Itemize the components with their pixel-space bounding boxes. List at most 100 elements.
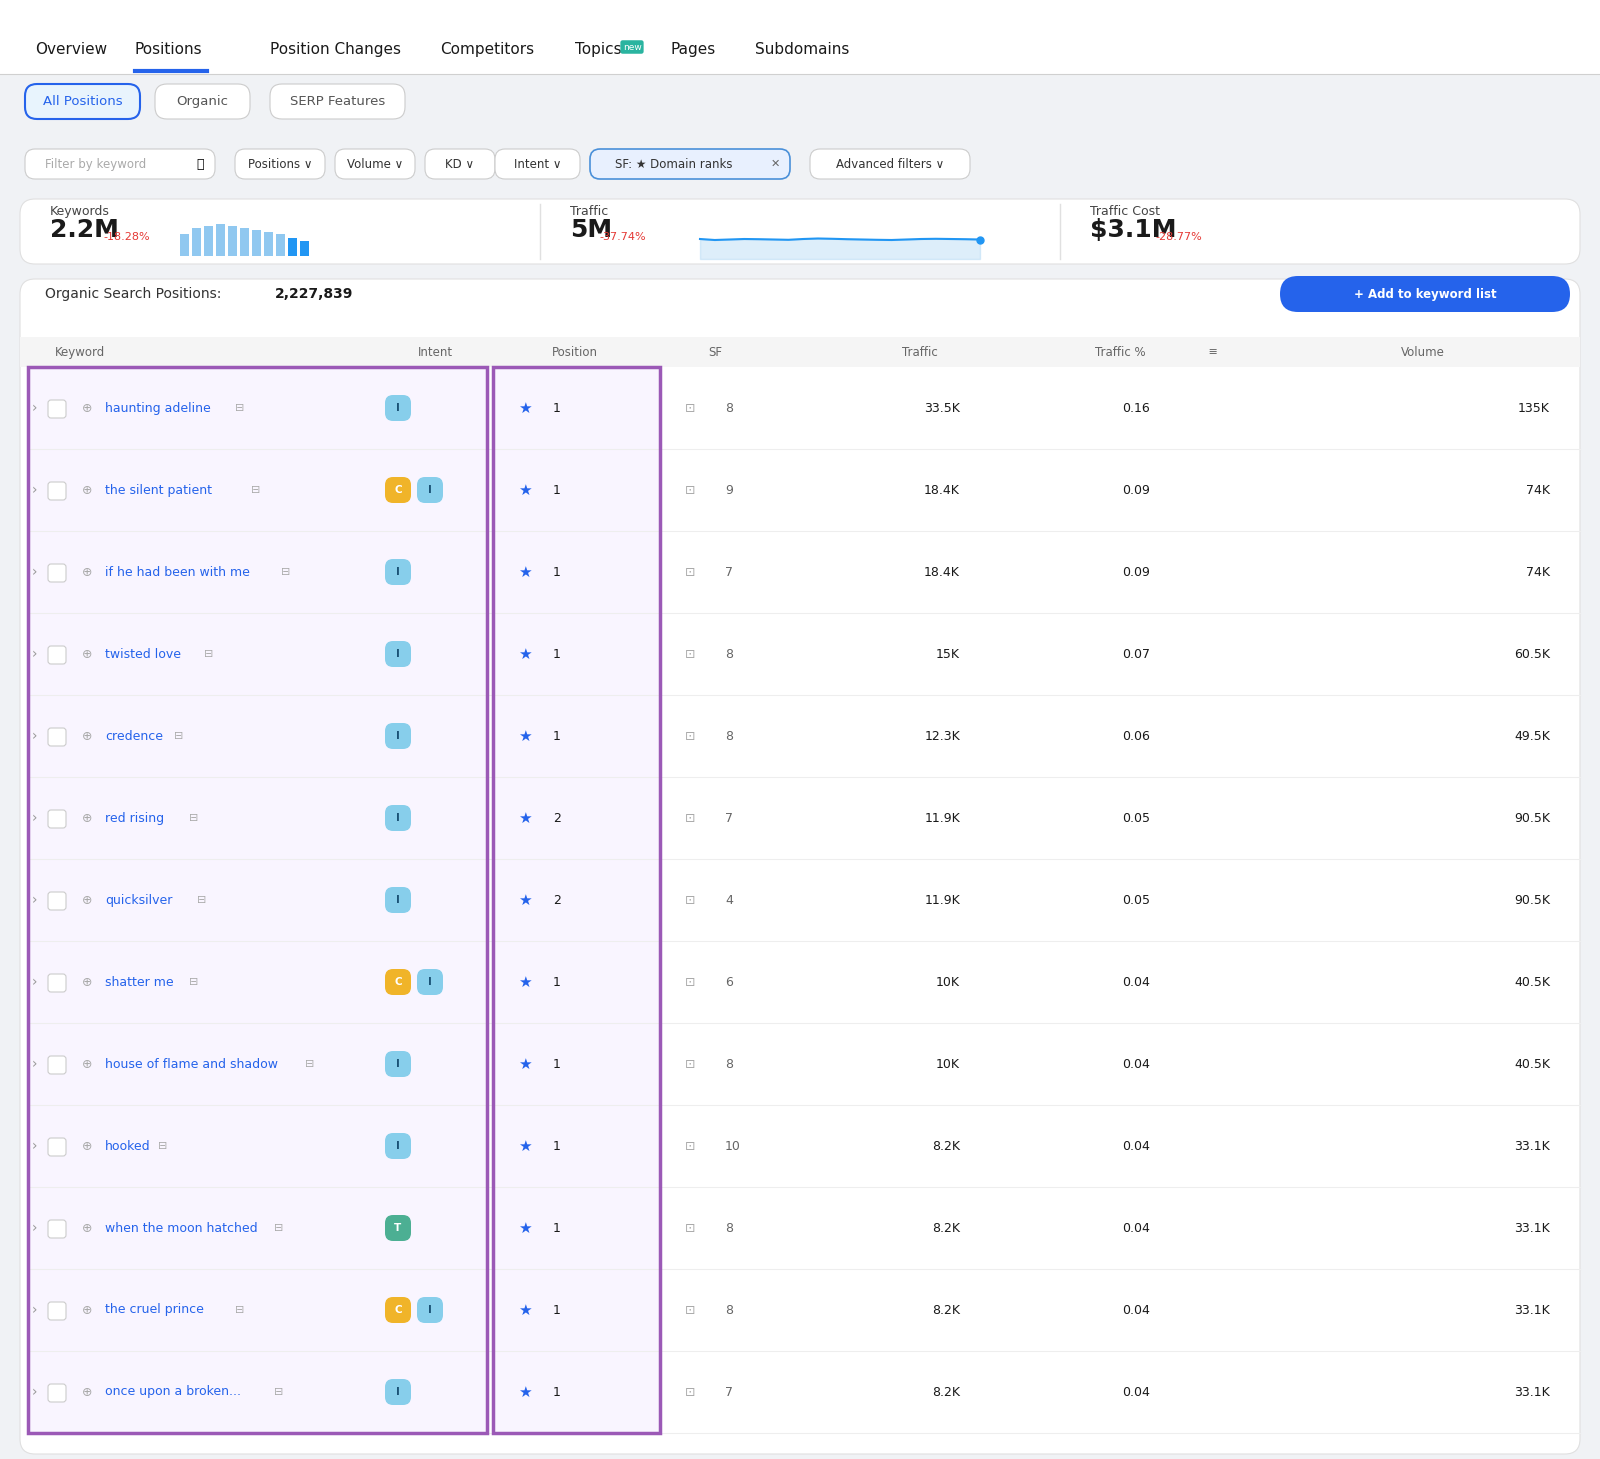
FancyBboxPatch shape [48,1301,66,1320]
Text: Organic Search Positions:: Organic Search Positions: [45,287,226,301]
Text: ⊟: ⊟ [158,1141,168,1151]
Text: ★: ★ [518,1385,531,1399]
Text: 1: 1 [554,1058,562,1071]
Text: 7: 7 [725,811,733,824]
Text: 0.05: 0.05 [1122,811,1150,824]
Text: ⊕: ⊕ [82,730,93,743]
Text: Competitors: Competitors [440,41,534,57]
Text: ⊟: ⊟ [274,1388,283,1398]
Text: 1: 1 [554,483,562,496]
Text: I: I [397,568,400,576]
Text: -37.74%: -37.74% [598,232,646,242]
Text: 8: 8 [725,401,733,414]
Text: Organic: Organic [176,95,229,108]
FancyBboxPatch shape [270,85,405,120]
Text: ›: › [32,811,37,824]
Bar [29,368,486,1433]
FancyBboxPatch shape [386,477,411,503]
Text: 0.09: 0.09 [1122,483,1150,496]
Text: 90.5K: 90.5K [1514,893,1550,906]
FancyBboxPatch shape [386,887,411,913]
Bar [240,228,250,255]
Text: ★: ★ [518,975,531,989]
Text: ⊕: ⊕ [82,893,93,906]
Text: 7: 7 [725,1386,733,1399]
Text: 0.16: 0.16 [1122,401,1150,414]
Text: ★: ★ [518,728,531,744]
Text: ⊡: ⊡ [685,1221,696,1234]
Text: ★: ★ [518,1303,531,1317]
Text: 8: 8 [725,1303,733,1316]
Text: ⊡: ⊡ [685,730,696,743]
Text: ⊕: ⊕ [82,1386,93,1399]
Text: 49.5K: 49.5K [1514,730,1550,743]
Text: ⊕: ⊕ [82,1139,93,1153]
Text: ✕: ✕ [770,159,779,169]
Bar [205,226,213,255]
Text: ★: ★ [518,1138,531,1154]
Text: ›: › [32,565,37,579]
Text: ›: › [32,1303,37,1317]
Text: 11.9K: 11.9K [925,893,960,906]
Text: C: C [394,484,402,495]
Text: 8.2K: 8.2K [931,1386,960,1399]
Text: ›: › [32,483,37,498]
Bar [29,368,486,1433]
Text: ⊕: ⊕ [82,1303,93,1316]
Text: ⊡: ⊡ [685,483,696,496]
Text: ⊕: ⊕ [82,1058,93,1071]
Text: $3.1M: $3.1M [1090,217,1176,242]
Text: ⊡: ⊡ [685,1386,696,1399]
Text: -28.77%: -28.77% [1155,232,1202,242]
Bar [229,226,237,255]
Text: I: I [397,731,400,741]
Text: 12.3K: 12.3K [925,730,960,743]
Text: I: I [397,403,400,413]
FancyBboxPatch shape [810,149,970,179]
Text: Keyword: Keyword [54,346,106,359]
Text: once upon a broken...: once upon a broken... [106,1386,242,1399]
Text: 0.06: 0.06 [1122,730,1150,743]
FancyBboxPatch shape [48,481,66,500]
Text: ›: › [32,1221,37,1234]
Text: 33.1K: 33.1K [1514,1386,1550,1399]
Text: ⊟: ⊟ [304,1059,314,1069]
Text: 8: 8 [725,1221,733,1234]
Text: ⊟: ⊟ [274,1223,283,1233]
Text: 90.5K: 90.5K [1514,811,1550,824]
Text: SF: ★ Domain ranks: SF: ★ Domain ranks [614,158,733,171]
Text: 18.4K: 18.4K [925,483,960,496]
Text: new: new [622,42,642,51]
Text: I: I [397,1141,400,1151]
Text: 1: 1 [554,566,562,579]
Text: 1: 1 [554,976,562,989]
Text: ⊡: ⊡ [685,648,696,661]
Text: twisted love: twisted love [106,648,181,661]
FancyBboxPatch shape [48,891,66,910]
Text: 74K: 74K [1526,566,1550,579]
Text: ›: › [32,893,37,907]
FancyBboxPatch shape [386,805,411,832]
Text: T: T [394,1223,402,1233]
Text: 🔍: 🔍 [197,158,203,171]
Text: 0.09: 0.09 [1122,566,1150,579]
FancyBboxPatch shape [418,1297,443,1323]
FancyBboxPatch shape [48,400,66,417]
Text: 18.4K: 18.4K [925,566,960,579]
Text: ⊟: ⊟ [189,978,198,986]
Text: 1: 1 [554,401,562,414]
Text: ⊟: ⊟ [189,813,198,823]
Text: All Positions: All Positions [43,95,122,108]
Bar [277,233,285,255]
FancyBboxPatch shape [494,149,579,179]
Text: 0.04: 0.04 [1122,1386,1150,1399]
Text: ⊡: ⊡ [685,1303,696,1316]
Text: 0.04: 0.04 [1122,1058,1150,1071]
Text: haunting adeline: haunting adeline [106,401,211,414]
Text: 33.1K: 33.1K [1514,1139,1550,1153]
Text: I: I [397,1059,400,1069]
Bar [288,238,298,255]
Bar [253,231,261,255]
FancyBboxPatch shape [48,810,66,829]
FancyBboxPatch shape [48,646,66,664]
